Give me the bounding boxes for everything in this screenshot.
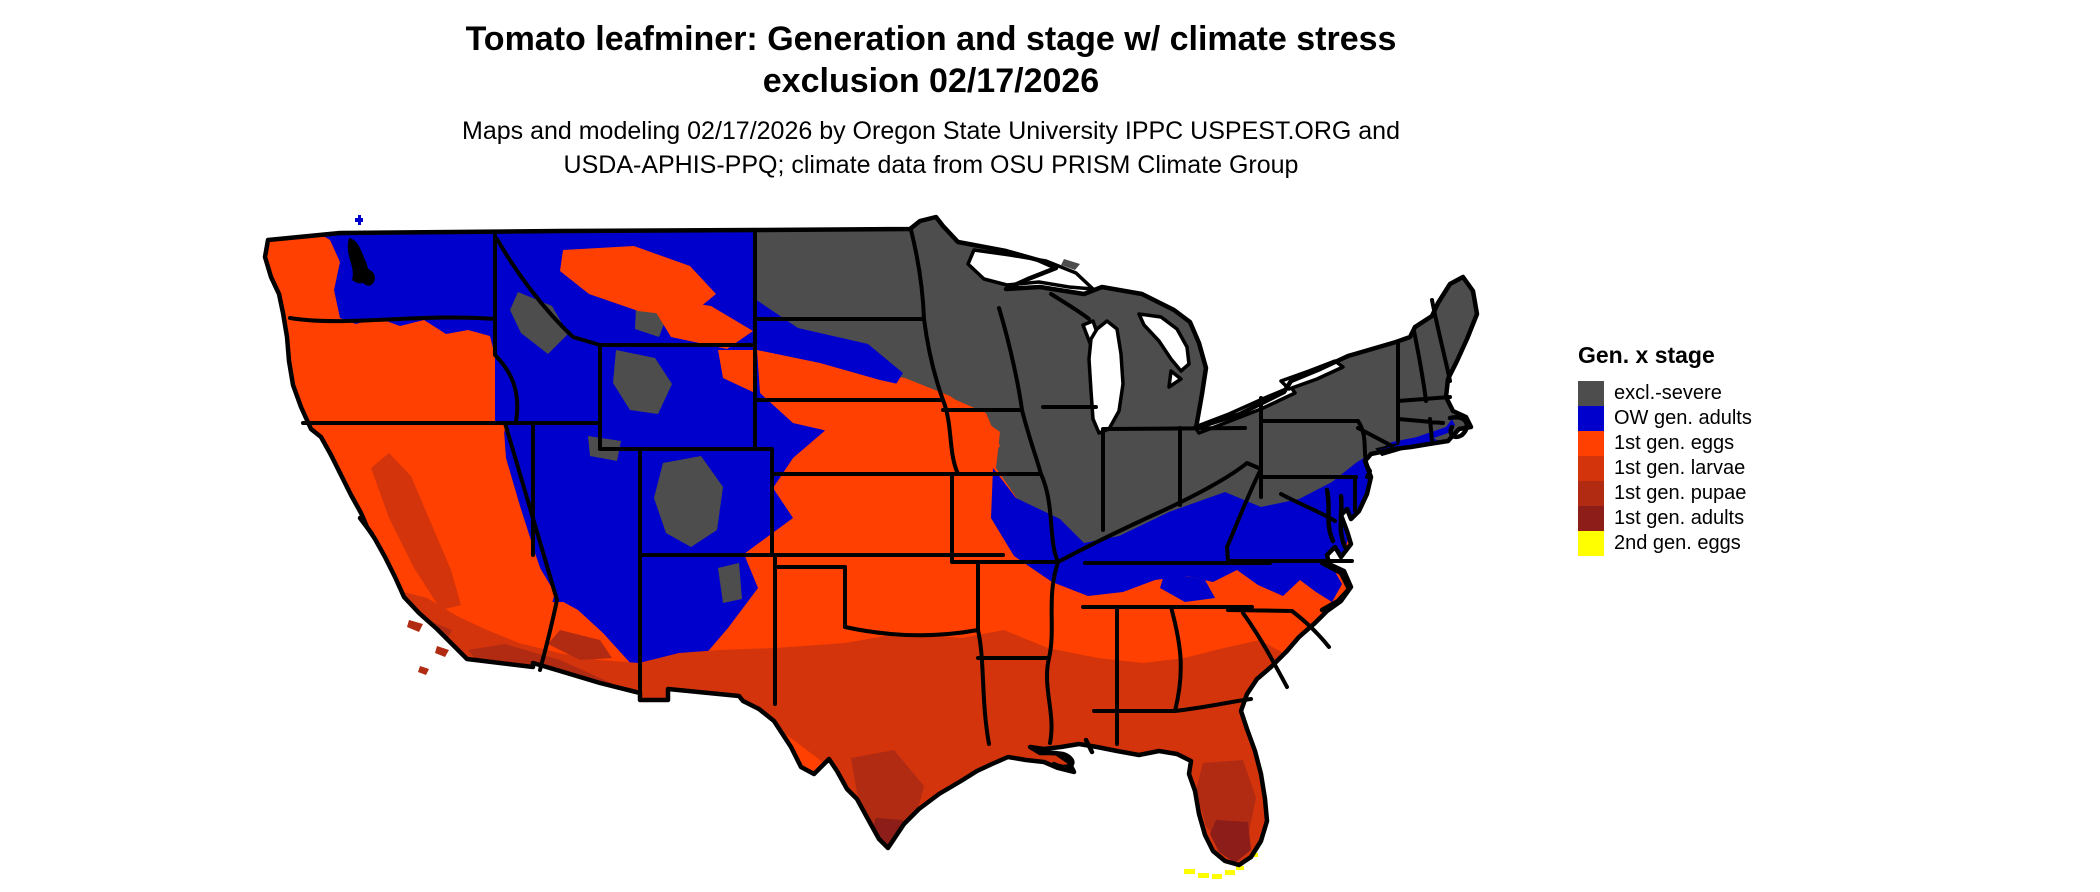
cape-cod-mark (1447, 414, 1470, 440)
map-region-colorado-rockies (654, 456, 723, 547)
map-region-montana-southeast-plains (646, 296, 753, 349)
map-title: Tomato leafminer: Generation and stage w… (0, 18, 1862, 102)
legend-swatch-ow-gen-adults (1578, 406, 1604, 431)
legend-swatch-1st-gen-pupae (1578, 481, 1604, 506)
legend-swatch-excl-severe (1578, 381, 1604, 406)
legend-swatch-1st-gen-adults (1578, 506, 1604, 531)
legend-label: 1st gen. eggs (1614, 432, 1735, 454)
legend-row: 1st gen. pupae (1578, 481, 1752, 506)
isle-royale (1061, 259, 1080, 270)
map-region-vancouver-speck (355, 215, 363, 225)
legend-row: 1st gen. eggs (1578, 431, 1752, 456)
map-region-dakota-nebraska-plains (757, 350, 1000, 466)
map-region-idaho-mountains (510, 292, 568, 354)
legend-label: excl.-severe (1614, 382, 1722, 404)
lake-huron (1137, 312, 1191, 389)
legend-label: OW gen. adults (1614, 407, 1752, 429)
conus-outline (262, 214, 1480, 868)
legend-label: 1st gen. pupae (1614, 482, 1747, 504)
legend-swatch-2nd-gen-eggs (1578, 531, 1604, 556)
map-region-southern-appalachians (1160, 572, 1215, 602)
legend-label: 1st gen. adults (1614, 507, 1745, 529)
state-borders (288, 228, 1452, 746)
legend-row: OW gen. adults (1578, 406, 1752, 431)
map-region-sangre-de-cristo (718, 563, 742, 603)
legend-swatch-1st-gen-larvae (1578, 456, 1604, 481)
legend: Gen. x stage excl.-severe OW gen. adults… (1578, 342, 1752, 556)
legend-row: excl.-severe (1578, 381, 1752, 406)
legend-row: 1st gen. larvae (1578, 456, 1752, 481)
map-region-phoenix-lowlands (548, 630, 612, 660)
map-region-south-florida (1210, 820, 1251, 863)
map-title-line1: Tomato leafminer: Generation and stage w… (465, 20, 1397, 58)
map-region-channel-islands (407, 620, 449, 675)
lake-ontario (1279, 359, 1345, 391)
map-region-florida-keys (1184, 853, 1258, 879)
legend-label: 1st gen. larvae (1614, 457, 1746, 479)
legend-title: Gen. x stage (1578, 342, 1715, 368)
legend-row: 1st gen. adults (1578, 506, 1752, 531)
legend-label: 2nd gen. eggs (1614, 532, 1741, 554)
map-title-line2: exclusion 02/17/2026 (762, 62, 1100, 100)
legend-row: 2nd gen. eggs (1578, 531, 1752, 556)
lake-michigan (1087, 319, 1125, 435)
map-subtitle-line2: USDA-APHIS-PPQ; climate data from OSU PR… (563, 151, 1299, 179)
map-subtitle-line1: Maps and modeling 02/17/2026 by Oregon S… (462, 117, 1400, 145)
puget-sound-mark (347, 238, 375, 286)
map-region-yellowstone-rockies (613, 350, 672, 414)
map-region-northeast-wyoming (718, 350, 755, 393)
map-subtitle: Maps and modeling 02/17/2026 by Oregon S… (0, 114, 1862, 182)
map-region-montana-highline-plains (560, 246, 716, 317)
legend-swatch-1st-gen-eggs (1578, 431, 1604, 456)
map-region-southern-nevada (505, 546, 555, 634)
map-region-new-england-coast (1399, 419, 1455, 449)
map-region-california-central-valley (371, 453, 461, 610)
